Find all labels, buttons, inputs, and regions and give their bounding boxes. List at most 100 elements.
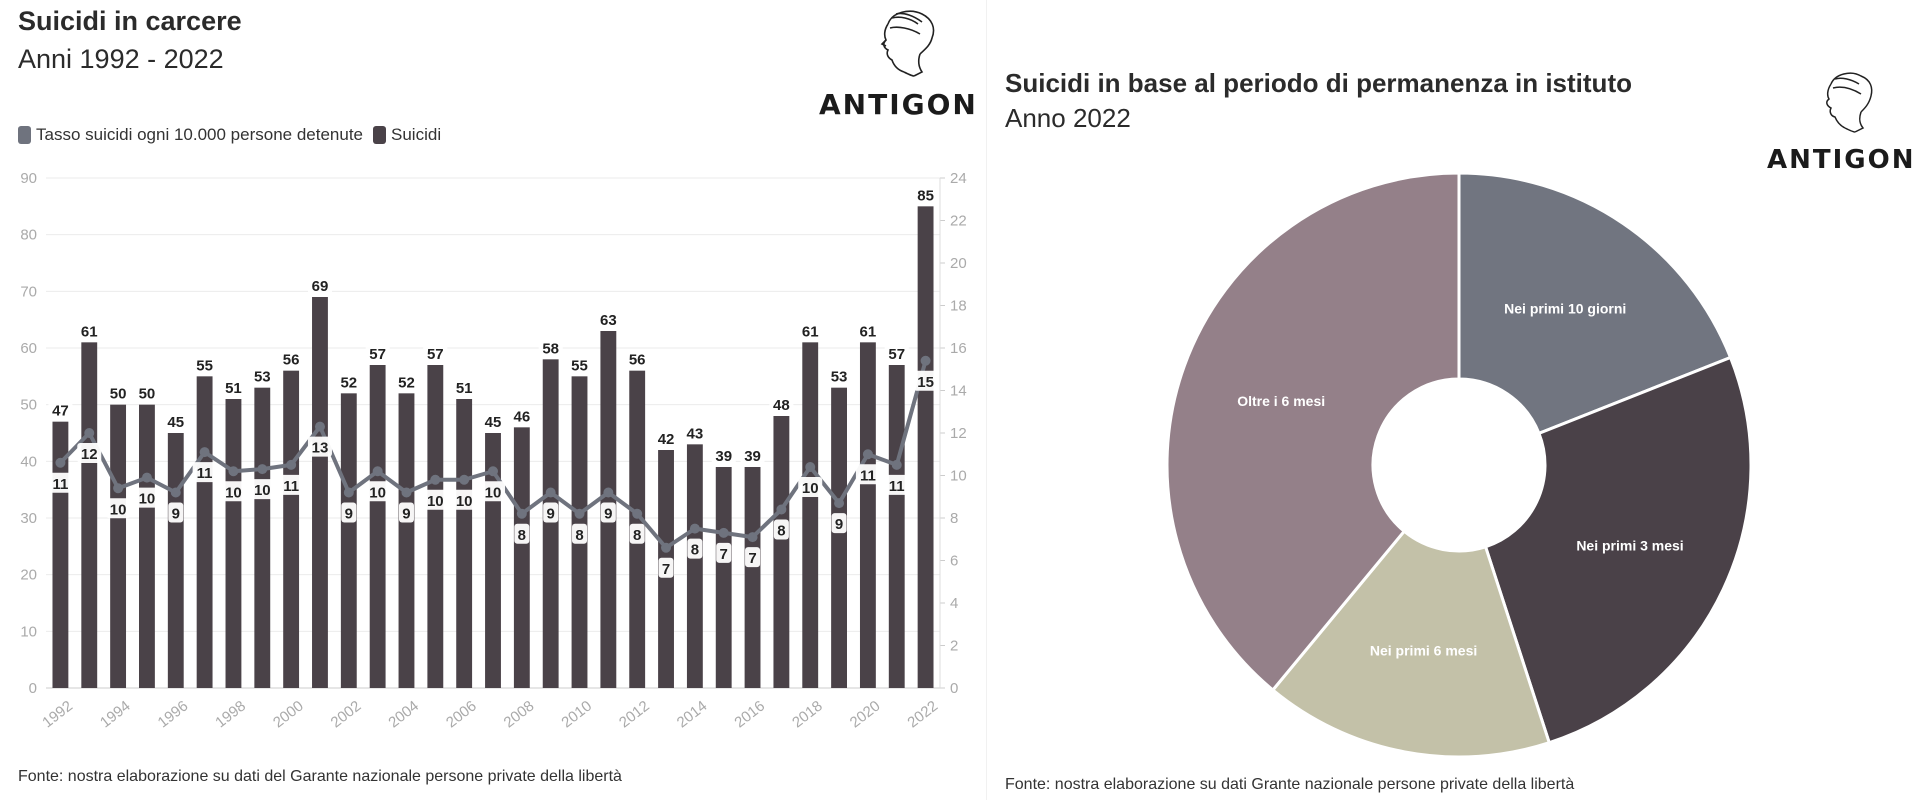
donut-slice bbox=[1483, 355, 1753, 745]
rate-value-label: 7 bbox=[658, 557, 674, 578]
svg-text:7: 7 bbox=[662, 561, 670, 578]
svg-text:39: 39 bbox=[744, 448, 761, 465]
bar-value-label: 51 bbox=[452, 377, 477, 397]
y-left-tick-label: 90 bbox=[20, 170, 37, 187]
rate-value-label: 8 bbox=[572, 523, 588, 544]
bar-value-label: 50 bbox=[134, 382, 159, 403]
x-tick-label: 2006 bbox=[443, 697, 480, 731]
bar-value-label: 42 bbox=[654, 428, 679, 448]
bar-value-label: 57 bbox=[365, 343, 390, 363]
rate-value-label: 11 bbox=[192, 462, 217, 482]
rate-value-label: 11 bbox=[884, 474, 909, 495]
rate-value-label: 10 bbox=[134, 487, 159, 508]
x-tick-label: 1996 bbox=[155, 697, 192, 731]
svg-text:9: 9 bbox=[604, 506, 612, 523]
bar bbox=[139, 404, 155, 688]
bar bbox=[715, 467, 732, 688]
svg-text:69: 69 bbox=[312, 278, 329, 295]
svg-text:39: 39 bbox=[715, 448, 732, 465]
bar-value-label: 57 bbox=[884, 343, 909, 363]
y-left-tick-label: 20 bbox=[20, 567, 37, 584]
bar-value-label: 61 bbox=[77, 320, 102, 341]
bar-value-label: 43 bbox=[682, 422, 707, 443]
y-right-tick-label: 10 bbox=[950, 468, 967, 485]
rate-point bbox=[84, 428, 95, 438]
bar-value-label: 52 bbox=[336, 371, 361, 392]
slice-label: Nei primi 6 mesi bbox=[1370, 643, 1477, 659]
bar-value-label: 55 bbox=[567, 354, 592, 375]
svg-text:10: 10 bbox=[110, 501, 127, 518]
chart-subtitle: Anni 1992 - 2022 bbox=[18, 44, 224, 74]
rate-point bbox=[286, 459, 297, 470]
svg-text:10: 10 bbox=[139, 491, 156, 508]
x-tick-label: 2016 bbox=[731, 697, 768, 731]
svg-text:9: 9 bbox=[402, 506, 410, 523]
slice-label: Nei primi 10 giorni bbox=[1504, 301, 1626, 317]
chart-source-note: Fonte: nostra elaborazione su dati del G… bbox=[18, 768, 622, 785]
svg-text:7: 7 bbox=[720, 546, 728, 563]
svg-text:51: 51 bbox=[225, 380, 242, 397]
legend-label-suicides: Suicidi bbox=[391, 125, 442, 144]
bar bbox=[340, 393, 357, 688]
y-right-tick-label: 8 bbox=[950, 510, 958, 527]
svg-text:9: 9 bbox=[172, 506, 180, 523]
y-right-tick-label: 20 bbox=[950, 255, 967, 272]
rate-value-label: 10 bbox=[365, 481, 390, 502]
rate-value-label: 9 bbox=[543, 502, 559, 523]
svg-text:52: 52 bbox=[340, 374, 357, 391]
bar-value-label: 55 bbox=[192, 354, 217, 375]
antigone-head-icon: ANTIGONE bbox=[1767, 72, 1920, 175]
bar-value-label: 53 bbox=[827, 365, 852, 386]
rate-point bbox=[228, 466, 239, 477]
antigone-logo: ANTIGONE bbox=[818, 6, 997, 121]
svg-text:15: 15 bbox=[917, 374, 934, 391]
svg-text:45: 45 bbox=[485, 414, 502, 431]
x-tick-label: 2004 bbox=[385, 697, 422, 731]
svg-text:85: 85 bbox=[917, 187, 934, 204]
x-tick-label: 2014 bbox=[674, 697, 711, 731]
rate-value-label: 9 bbox=[341, 502, 357, 523]
bar-value-label: 53 bbox=[250, 365, 275, 386]
antigone-head-icon: ANTIGONE bbox=[819, 10, 997, 121]
rate-value-label: 9 bbox=[831, 513, 847, 533]
svg-text:9: 9 bbox=[547, 506, 555, 523]
bar bbox=[427, 365, 444, 688]
svg-text:7: 7 bbox=[748, 550, 756, 567]
bar bbox=[369, 365, 386, 688]
svg-text:11: 11 bbox=[52, 476, 68, 493]
rate-value-label: 9 bbox=[600, 502, 616, 523]
svg-text:8: 8 bbox=[575, 527, 583, 544]
rate-point bbox=[834, 498, 845, 509]
rate-value-label: 7 bbox=[745, 547, 761, 567]
svg-text:11: 11 bbox=[283, 478, 299, 495]
bar bbox=[225, 399, 242, 688]
bar-value-label: 47 bbox=[48, 399, 73, 420]
rate-point bbox=[170, 487, 181, 498]
rate-value-label: 15 bbox=[913, 370, 938, 391]
svg-text:58: 58 bbox=[542, 340, 559, 357]
bar-value-label: 39 bbox=[740, 445, 765, 465]
bar bbox=[513, 427, 530, 688]
y-right-tick-label: 14 bbox=[950, 383, 967, 400]
svg-text:12: 12 bbox=[81, 446, 98, 463]
bar-value-label: 52 bbox=[394, 371, 419, 392]
bar bbox=[110, 404, 127, 688]
svg-text:57: 57 bbox=[427, 346, 444, 363]
legend-item-suicides[interactable]: Suicidi bbox=[373, 125, 441, 145]
svg-text:11: 11 bbox=[889, 478, 905, 495]
legend-item-rate[interactable]: Tasso suicidi ogni 10.000 persone detenu… bbox=[18, 125, 363, 145]
bar-value-label: 69 bbox=[307, 275, 332, 295]
x-tick-label: 2000 bbox=[270, 697, 307, 731]
rate-point bbox=[401, 487, 412, 498]
bar-value-label: 58 bbox=[538, 337, 563, 358]
rate-point bbox=[314, 421, 325, 432]
y-left-tick-label: 0 bbox=[29, 680, 37, 697]
svg-text:10: 10 bbox=[802, 480, 819, 497]
rate-value-label: 10 bbox=[452, 489, 477, 510]
svg-text:46: 46 bbox=[513, 408, 530, 425]
x-tick-label: 2010 bbox=[558, 697, 595, 731]
rate-value-label: 10 bbox=[481, 481, 505, 502]
slice-label: Oltre i 6 mesi bbox=[1237, 393, 1325, 409]
svg-text:10: 10 bbox=[427, 493, 444, 510]
bar bbox=[167, 433, 184, 688]
